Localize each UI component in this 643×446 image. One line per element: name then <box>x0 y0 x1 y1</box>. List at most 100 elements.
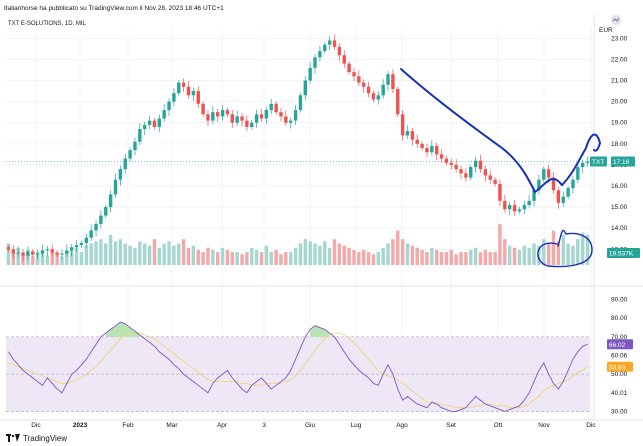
candle-body <box>342 55 346 64</box>
candle-body <box>512 205 517 212</box>
candle-body <box>269 103 273 111</box>
volume-bar <box>503 239 507 265</box>
volume-bar <box>478 252 483 265</box>
candle-body <box>104 207 108 216</box>
volume-bar <box>128 245 132 265</box>
candlesticks <box>6 34 590 262</box>
volume-bar <box>138 241 142 265</box>
volume-bar <box>206 247 210 265</box>
candle-body <box>55 252 59 255</box>
candle-body <box>498 183 502 201</box>
volume-bar <box>580 232 585 265</box>
candle-body <box>298 95 303 111</box>
candle-body <box>293 110 298 121</box>
candle-body <box>138 129 142 142</box>
candle-body <box>21 252 25 256</box>
volume-bar <box>293 247 298 265</box>
candle-body <box>580 162 585 168</box>
candle-body <box>503 200 507 210</box>
candle-body <box>254 114 259 123</box>
rsi-tick-label: 90.00 <box>611 297 628 304</box>
candle-body <box>84 237 89 244</box>
volume-bar <box>60 256 64 265</box>
candle-body <box>318 50 322 58</box>
volume-bar <box>113 241 118 265</box>
volume-bar <box>284 252 288 265</box>
rsi-tick-label: 50.00 <box>611 371 628 378</box>
candle-body <box>206 114 210 121</box>
volume-bar <box>512 247 517 265</box>
candle-body <box>308 67 312 81</box>
candle-body <box>45 249 50 251</box>
grid-lines <box>6 28 592 421</box>
volume-bar <box>391 239 395 265</box>
price-tick-label: 19.00 <box>611 120 628 127</box>
candle-body <box>284 116 288 123</box>
volume-bar <box>264 245 269 265</box>
candle-body <box>274 103 278 113</box>
candle-body <box>361 82 366 87</box>
candle-body <box>113 179 118 195</box>
volume-bar <box>84 245 89 265</box>
volume-bar <box>318 245 322 265</box>
volume-bar <box>517 249 522 265</box>
candle-body <box>376 95 381 100</box>
volume-bar <box>396 230 400 265</box>
volume-bar <box>459 252 463 265</box>
candle-body <box>177 82 181 94</box>
volume-bar <box>191 245 196 265</box>
volume-bar <box>342 245 346 265</box>
rsi-tick-label: 80.00 <box>611 315 628 322</box>
volume-bar <box>464 252 468 265</box>
x-tick-label: Apr <box>217 422 228 429</box>
candle-body <box>493 179 497 184</box>
rsi-ma-line <box>8 332 588 409</box>
candle-body <box>74 245 79 248</box>
x-tick-label: 2023 <box>73 422 88 429</box>
price-tick-label: 16.00 <box>611 183 628 190</box>
candle-body <box>123 158 127 170</box>
volume-bar <box>254 249 259 265</box>
candle-body <box>220 110 225 117</box>
candle-body <box>337 46 342 56</box>
volume-bar <box>415 247 419 265</box>
symbol-title: TXT E-SOLUTIONS, 1D, MIL <box>8 21 87 27</box>
x-tick-label: Feb <box>122 422 134 429</box>
candle-body <box>381 84 385 96</box>
candle-body <box>313 57 317 68</box>
volume-bar <box>118 239 123 265</box>
candle-body <box>108 194 113 208</box>
published-by-text: Italianhorse ha pubblicato su TradingVie… <box>4 5 224 12</box>
candle-body <box>94 224 98 231</box>
candle-body <box>434 145 439 155</box>
volume-bar <box>186 247 191 265</box>
volume-bar <box>104 243 108 265</box>
x-tick-label: Dic <box>31 422 41 429</box>
volume-bar <box>303 239 308 265</box>
candle-body <box>556 190 561 203</box>
volume-bar <box>444 252 449 265</box>
volume-bar <box>99 239 103 265</box>
rsi-line <box>8 321 588 412</box>
symbol-tag: TXT <box>592 159 604 166</box>
volume-bar <box>371 254 376 265</box>
volume-bar <box>147 245 152 265</box>
candle-body <box>410 131 415 140</box>
x-tick-label: Set <box>446 422 456 429</box>
candle-body <box>11 249 16 254</box>
candle-body <box>142 124 147 130</box>
volume-bar <box>177 243 181 265</box>
rsi-ma-value-tag-bg <box>607 361 633 372</box>
volume-bar <box>55 254 59 265</box>
volume-bar <box>386 243 390 265</box>
volume-bar <box>556 241 561 265</box>
candle-body <box>444 158 449 163</box>
volume-bar <box>551 230 556 265</box>
volume-bar <box>357 252 361 265</box>
volume-tag: 19.537K <box>609 251 634 258</box>
volume-tag-bg <box>607 248 640 258</box>
volume-bar <box>50 252 54 265</box>
candle-body <box>546 169 551 178</box>
candle-body <box>40 250 45 254</box>
candle-body <box>332 40 337 47</box>
